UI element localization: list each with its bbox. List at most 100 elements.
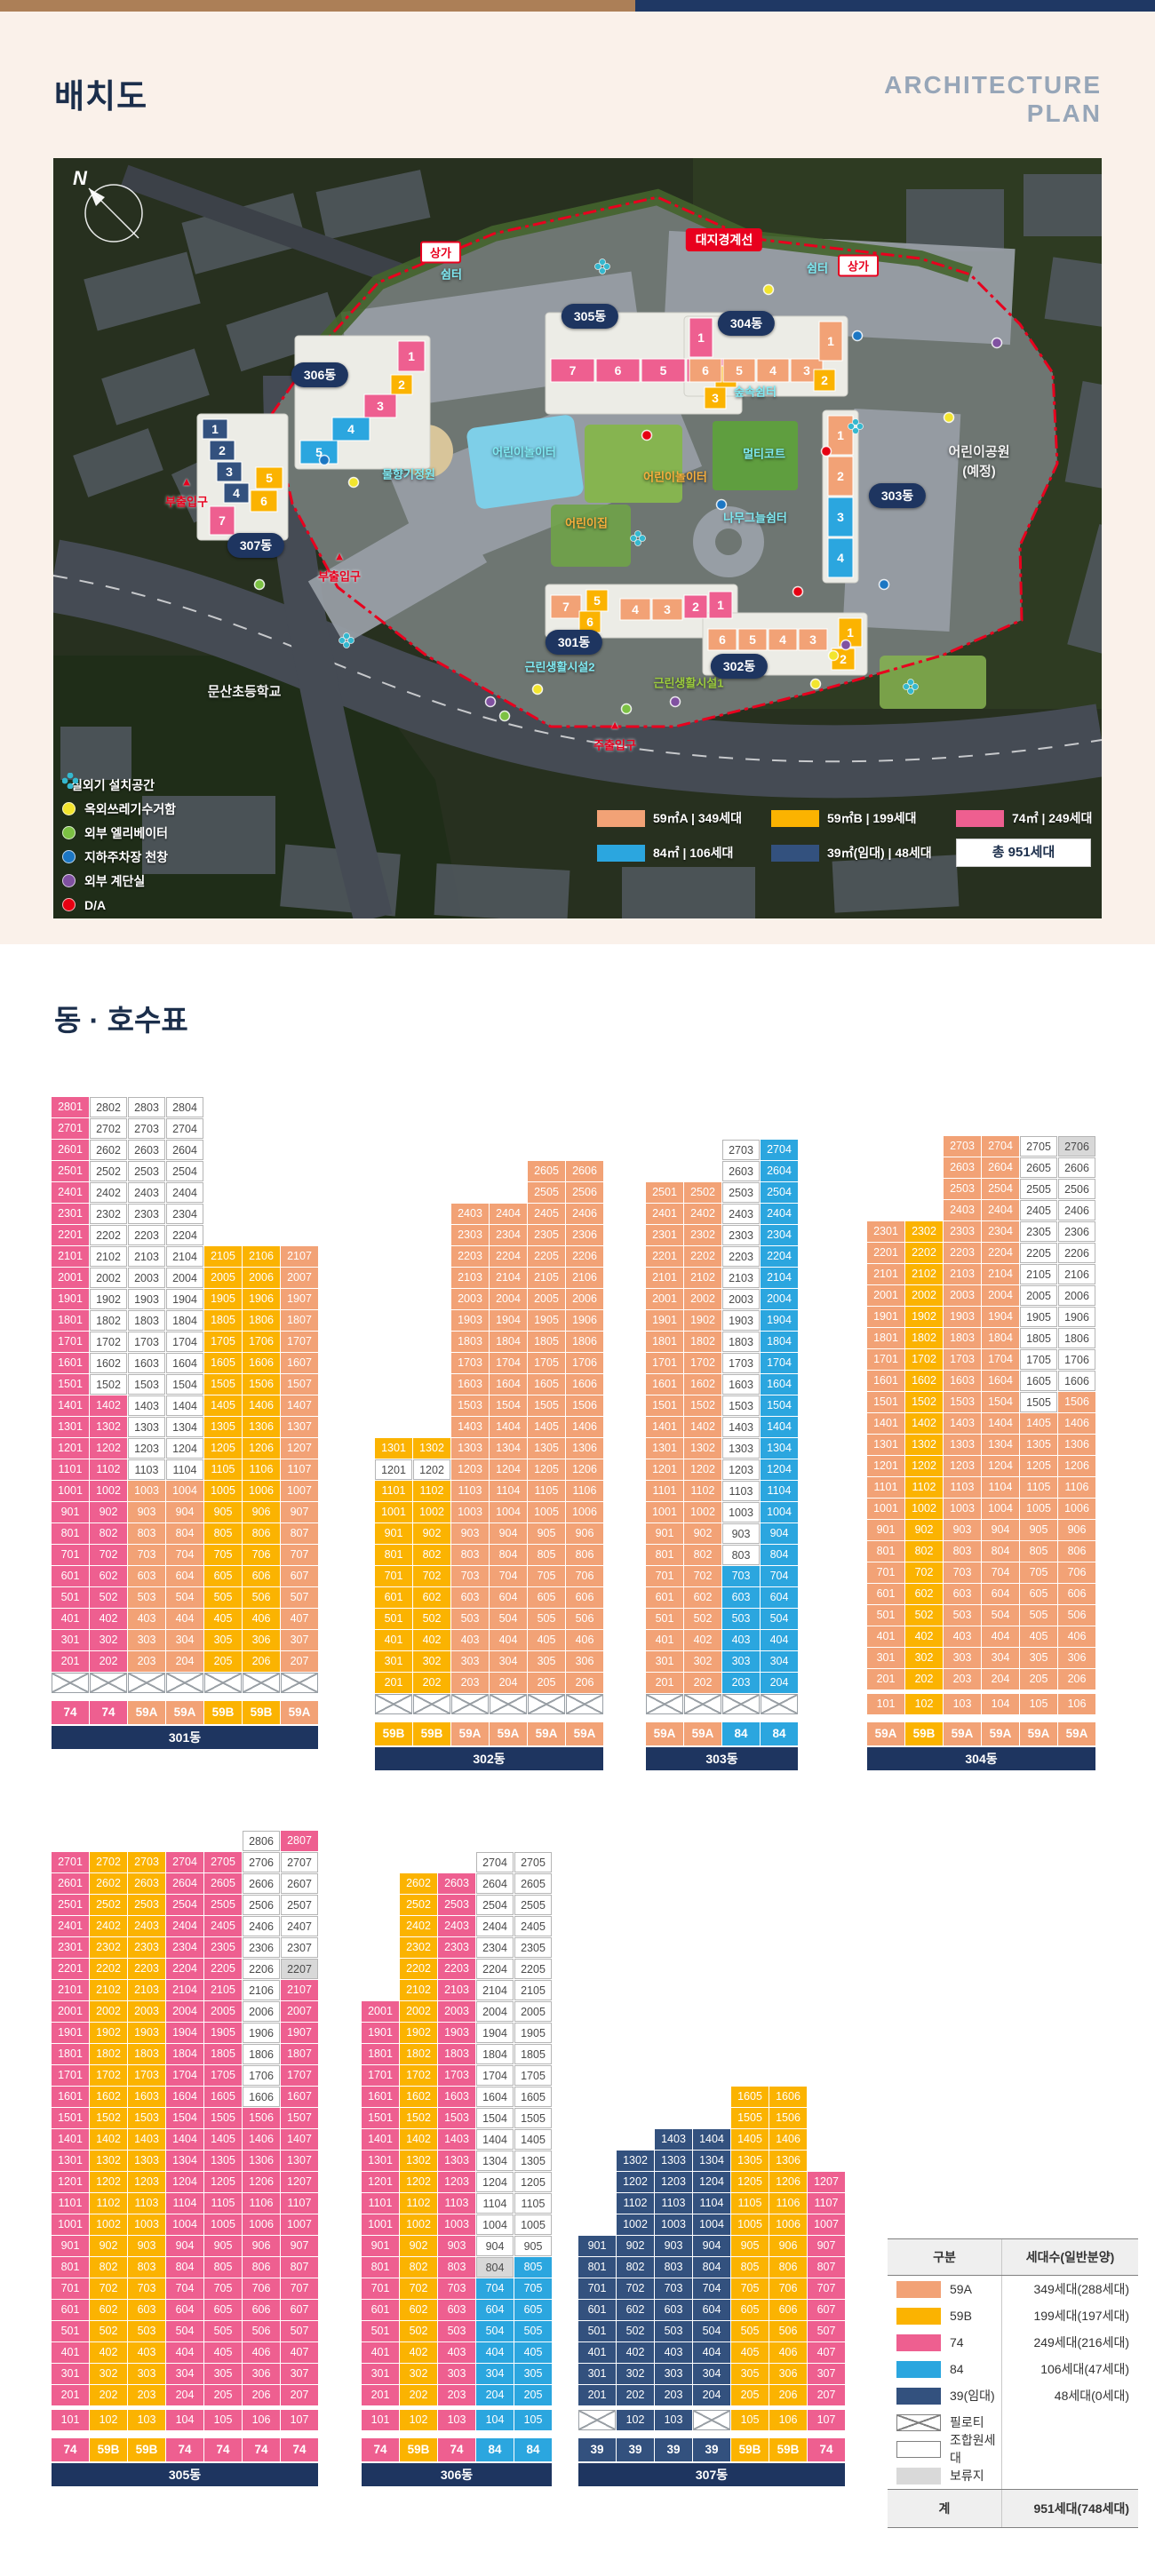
unit-cell: 1605 <box>204 2087 242 2107</box>
unit-cell: 801 <box>867 1541 904 1562</box>
unit-cell: 2404 <box>982 1200 1019 1220</box>
unit-cell: 1006 <box>566 1502 603 1523</box>
unit-cell: 2507 <box>281 1895 318 1915</box>
floor-row: 401 402 403 404 405 406 407 <box>52 1609 319 1630</box>
unit-type-row: 59A 59A 84 84 <box>646 1722 799 1746</box>
unit-cell: 503 <box>438 2321 475 2341</box>
unit-cell: 1204 <box>166 2172 203 2192</box>
legend-swatch-84 <box>896 2360 941 2378</box>
floor-row: 1701 1702 1703 1704 1705 1706 1707 <box>52 2065 319 2087</box>
unit-cell: 703 <box>944 1562 981 1583</box>
unit-cell: 603 <box>438 2300 475 2320</box>
unit-cell: 203 <box>944 1669 981 1690</box>
unit-cell: 1804 <box>490 1332 527 1352</box>
unit-cell: 1902 <box>905 1307 943 1327</box>
map-legend-label: D/A <box>84 897 107 912</box>
unit-cell: 705 <box>204 2278 242 2299</box>
unit-cell: 1001 <box>362 2214 399 2235</box>
unit-cell: 604 <box>693 2300 730 2320</box>
unit-cell: 106 <box>1058 1694 1095 1714</box>
unit-cell: 1003 <box>722 1502 760 1523</box>
unit-cell: 305 <box>528 1651 565 1672</box>
unit-cell: 301 <box>52 1630 89 1650</box>
svg-text:2: 2 <box>840 652 847 666</box>
unit-cell: 1402 <box>90 1395 127 1416</box>
piloti-cell <box>52 1673 89 1693</box>
unit-cell: 102 <box>905 1694 943 1714</box>
unit-cell: 303 <box>128 1630 165 1650</box>
unit-cell: 502 <box>90 2321 127 2341</box>
unit-cell: 1104 <box>761 1481 798 1501</box>
top-bar-navy <box>635 0 1155 12</box>
unit-cell: 2104 <box>761 1268 798 1288</box>
floor-row: 901 902 903 904 905 <box>362 2236 553 2257</box>
unit-cell: 1206 <box>243 1438 280 1459</box>
floor-row: 1501 1502 1503 1504 1505 <box>362 2108 553 2129</box>
piloti-cell <box>722 1694 760 1714</box>
building-name-bar: 302동 <box>375 1747 603 1770</box>
unit-cell: 2304 <box>476 1937 514 1958</box>
floor-row: 102 103 105 106 107 <box>578 2410 846 2431</box>
piloti-cell <box>451 1694 489 1714</box>
unit-cell: 901 <box>375 1523 412 1544</box>
unit-cell: 2803 <box>128 1097 165 1117</box>
unit-cell: 102 <box>90 2410 127 2430</box>
svg-text:1: 1 <box>697 330 705 345</box>
unit-type-text: 59㎡B | 199세대 <box>827 811 917 825</box>
unit-cell: 601 <box>646 1587 683 1608</box>
unit-cell: 2102 <box>905 1264 943 1284</box>
unit-cell: 1701 <box>362 2065 399 2086</box>
unit-cell: 702 <box>617 2278 654 2299</box>
unit-type-row: 59A 59B 59A 59A 59A 59A <box>867 1722 1096 1746</box>
unit-cell: 706 <box>1058 1562 1095 1583</box>
unit-cell: 1103 <box>655 2193 692 2214</box>
unit-cell: 502 <box>400 2321 437 2341</box>
unit-cell: 2306 <box>566 1225 603 1245</box>
unit-cell: 1202 <box>400 2172 437 2192</box>
floor-row: 1102 1103 1104 1105 1106 1107 <box>578 2193 846 2214</box>
unit-cell: 301 <box>578 2364 616 2384</box>
unit-cell: 1206 <box>769 2172 807 2192</box>
floor-row: 1801 1802 1803 1804 1805 1806 1807 <box>52 1310 319 1332</box>
unit-cell: 1603 <box>722 1374 760 1395</box>
unit-cell: 1203 <box>438 2172 475 2192</box>
unit-cell: 106 <box>243 2410 280 2430</box>
floor-row: 701 702 703 704 705 706 707 <box>52 2278 319 2300</box>
floor-row: 1201 1202 1203 1204 1205 1206 <box>375 1459 604 1481</box>
unit-cell: 2103 <box>451 1268 489 1288</box>
unit-cell: 1004 <box>982 1499 1019 1519</box>
unit-cell: 2204 <box>476 1959 514 1979</box>
unit-cell: 1502 <box>90 2108 127 2128</box>
unit-cell: 304 <box>166 2364 203 2384</box>
piloti-cell <box>566 1694 603 1714</box>
floor-row: 601 602 603 604 605 606 607 <box>52 2300 319 2321</box>
unit-cell: 305 <box>1020 1648 1057 1668</box>
floor-row: 1601 1602 1603 1604 1605 1606 1607 <box>52 2087 319 2108</box>
children-park-label-line1: 어린이공원 <box>948 444 1010 460</box>
unit-cell: 204 <box>166 2385 203 2405</box>
floor-row: 2503 2504 2505 2506 <box>867 1179 1096 1200</box>
unit-cell: 2602 <box>400 1873 437 1894</box>
unit-cell: 1306 <box>566 1438 603 1459</box>
unit-type-label: 39 <box>617 2438 654 2461</box>
svg-text:4: 4 <box>233 486 240 500</box>
unit-cell: 2101 <box>52 1246 89 1267</box>
legend-dot-icon <box>62 850 76 863</box>
unit-cell: 203 <box>438 2385 475 2405</box>
unit-cell: 307 <box>281 2364 318 2384</box>
floor-row: 901 902 903 904 905 906 907 <box>52 2236 319 2257</box>
unit-cell: 1906 <box>243 1289 280 1309</box>
unit-cell: 706 <box>243 2278 280 2299</box>
unit-cell: 1202 <box>413 1459 450 1480</box>
floor-row: 2403 2404 2405 2406 <box>867 1200 1096 1221</box>
legend-row-value <box>1001 2462 1138 2489</box>
floor-row: 301 302 303 304 305 306 307 <box>578 2364 846 2385</box>
unit-cell: 2402 <box>90 1916 127 1936</box>
floor-row: 1002 1003 1004 1005 1006 1007 <box>578 2214 846 2236</box>
unit-cell: 1003 <box>655 2214 692 2235</box>
floor-row: 901 902 903 904 <box>646 1523 799 1545</box>
floor-row: 501 502 503 504 505 <box>362 2321 553 2342</box>
unit-cell: 401 <box>52 2342 89 2363</box>
unit-cell: 1203 <box>722 1459 760 1480</box>
unit-cell: 201 <box>867 1669 904 1690</box>
